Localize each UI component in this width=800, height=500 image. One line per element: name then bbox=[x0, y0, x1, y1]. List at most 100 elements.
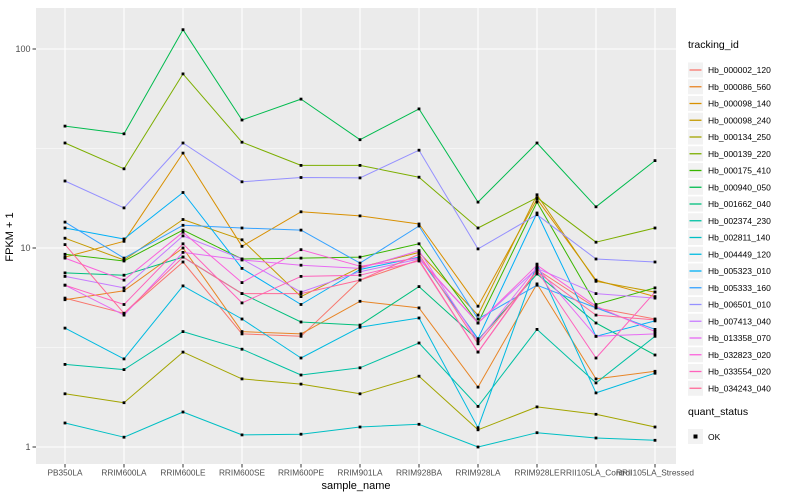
legend-label: Hb_002811_140 bbox=[708, 233, 771, 243]
data-point-marker bbox=[240, 180, 244, 184]
data-point-markers bbox=[63, 28, 657, 449]
data-point-marker bbox=[535, 431, 539, 435]
y-tick-label: 1 bbox=[25, 442, 30, 452]
data-point-marker bbox=[63, 283, 67, 287]
axis-ticks bbox=[32, 48, 656, 468]
x-tick-label: PB350LA bbox=[47, 468, 83, 478]
data-point-marker bbox=[653, 332, 657, 336]
data-point-marker bbox=[63, 141, 67, 145]
major-gridlines bbox=[36, 8, 676, 464]
data-point-marker bbox=[653, 260, 657, 264]
y-tick-label: 100 bbox=[15, 44, 30, 54]
legend-item-Hb_000134_250: Hb_000134_250 bbox=[688, 129, 771, 145]
legend-label: Hb_006501_010 bbox=[708, 300, 771, 310]
data-point-marker bbox=[122, 259, 126, 263]
data-point-marker bbox=[299, 356, 303, 360]
x-tick-label: RRIM600SE bbox=[219, 468, 266, 478]
data-point-marker bbox=[535, 405, 539, 409]
data-point-marker bbox=[594, 436, 598, 440]
legend-label: Hb_005333_160 bbox=[708, 283, 771, 293]
y-axis-tick-labels: 1 10 100 bbox=[15, 44, 30, 452]
data-point-marker bbox=[299, 275, 303, 278]
plot-panel bbox=[36, 8, 676, 464]
data-point-marker bbox=[299, 334, 303, 338]
data-point-marker bbox=[181, 72, 185, 76]
x-tick-label: RRIM600PE bbox=[278, 468, 325, 478]
data-point-marker bbox=[122, 357, 126, 361]
data-point-marker bbox=[63, 226, 67, 230]
data-point-marker bbox=[240, 267, 244, 270]
legend-label: Hb_034243_040 bbox=[708, 383, 771, 393]
legend-label: Hb_013358_070 bbox=[708, 333, 771, 343]
data-point-marker bbox=[417, 242, 421, 246]
data-point-marker bbox=[240, 301, 244, 305]
data-point-marker bbox=[240, 317, 244, 321]
data-point-marker bbox=[63, 220, 67, 224]
data-point-marker bbox=[181, 260, 185, 264]
data-point-marker bbox=[358, 176, 362, 180]
data-point-marker bbox=[417, 374, 421, 378]
data-point-marker bbox=[594, 313, 598, 317]
data-point-marker bbox=[417, 316, 421, 320]
data-point-marker bbox=[535, 263, 539, 267]
data-point-marker bbox=[535, 272, 539, 276]
data-point-marker bbox=[63, 179, 67, 183]
data-point-marker bbox=[594, 292, 598, 295]
data-point-marker bbox=[299, 332, 303, 336]
data-point-marker bbox=[240, 238, 244, 242]
data-point-marker bbox=[476, 445, 480, 449]
data-point-marker bbox=[299, 164, 303, 167]
legend-label: Hb_000098_240 bbox=[708, 115, 771, 125]
data-point-marker bbox=[358, 273, 362, 277]
data-point-marker bbox=[476, 247, 480, 251]
data-point-marker bbox=[417, 341, 421, 345]
x-axis-title: sample_name bbox=[321, 480, 390, 492]
data-point-marker bbox=[417, 285, 421, 288]
data-point-marker bbox=[181, 410, 185, 414]
data-point-marker bbox=[358, 299, 362, 303]
data-point-marker bbox=[181, 223, 185, 227]
data-point-marker bbox=[122, 239, 126, 243]
data-point-marker bbox=[358, 267, 362, 270]
legend-label: Hb_000002_120 bbox=[708, 65, 771, 75]
x-tick-label: RRIM901LA bbox=[337, 468, 383, 478]
legend-label: Hb_000134_250 bbox=[708, 132, 771, 142]
legend-item-Hb_005323_010: Hb_005323_010 bbox=[688, 263, 771, 279]
legend-label: Hb_000940_050 bbox=[708, 182, 771, 192]
data-point-marker bbox=[122, 368, 126, 371]
legend-item-Hb_000940_050: Hb_000940_050 bbox=[688, 179, 771, 195]
data-point-marker bbox=[476, 428, 480, 432]
data-point-marker bbox=[535, 265, 539, 269]
data-point-marker bbox=[181, 218, 185, 221]
data-point-marker bbox=[653, 334, 657, 338]
data-point-marker bbox=[476, 337, 480, 341]
data-point-marker bbox=[240, 226, 244, 230]
data-point-marker bbox=[358, 366, 362, 370]
data-point-marker bbox=[181, 246, 185, 250]
x-tick-label: RRIM600LE bbox=[160, 468, 206, 478]
legend-quant-status-title: quant_status bbox=[688, 406, 748, 418]
data-point-marker bbox=[240, 118, 244, 122]
data-point-marker bbox=[299, 290, 303, 294]
data-point-marker bbox=[122, 237, 126, 241]
legend-tracking-id-title: tracking_id bbox=[688, 39, 739, 51]
data-point-marker bbox=[653, 425, 657, 429]
data-point-marker bbox=[299, 295, 303, 298]
data-point-marker bbox=[240, 347, 244, 351]
data-point-marker bbox=[63, 124, 67, 128]
data-point-marker bbox=[535, 213, 539, 217]
data-point-marker bbox=[299, 263, 303, 267]
legend-item-Hb_001662_040: Hb_001662_040 bbox=[688, 196, 771, 212]
legend-item-Hb_033554_020: Hb_033554_020 bbox=[688, 364, 771, 379]
legend-label: Hb_000086_560 bbox=[708, 82, 771, 92]
data-point-marker bbox=[240, 332, 244, 336]
data-point-marker bbox=[63, 252, 67, 256]
data-point-marker bbox=[653, 328, 657, 331]
legend-label: Hb_004449_120 bbox=[708, 249, 771, 259]
legend-item-Hb_032823_020: Hb_032823_020 bbox=[688, 347, 771, 363]
data-point-marker bbox=[358, 138, 362, 142]
data-point-marker bbox=[653, 438, 657, 442]
y-axis-title: FPKM + 1 bbox=[4, 212, 16, 261]
